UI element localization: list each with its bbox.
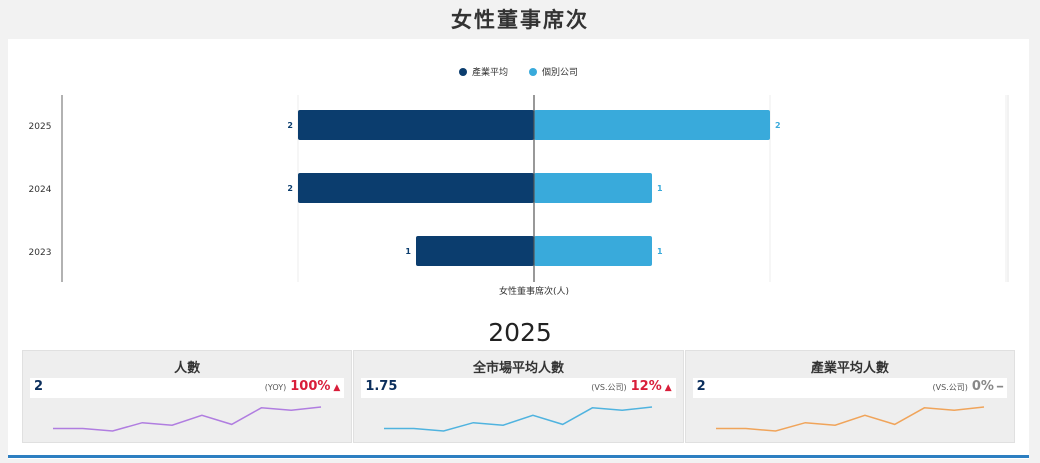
y-tick-label: 2023 bbox=[29, 248, 52, 258]
data-label-industry: 2 bbox=[287, 121, 293, 130]
sparkline bbox=[53, 406, 322, 432]
legend-company-label: 個別公司 bbox=[542, 66, 578, 78]
kpi-value-bar: 1.75 (VS.公司) 12% ▲ bbox=[361, 378, 676, 398]
kpi-compare: (VS.公司) 12% ▲ bbox=[591, 379, 671, 394]
trend-up-icon: ▲ bbox=[333, 383, 341, 393]
bar-industry bbox=[416, 236, 534, 266]
bar-company bbox=[534, 236, 652, 266]
kpi-value: 2 bbox=[696, 379, 706, 394]
diverging-bar-chart: 2025 2 2 2024 2 1 2023 1 1 女性董事席次(人) 產業平均 個別公司 bbox=[29, 66, 1009, 297]
sparkline bbox=[384, 406, 653, 432]
x-axis-label: 女性董事席次(人) bbox=[499, 285, 569, 297]
data-label-company: 1 bbox=[657, 247, 663, 256]
data-label-company: 2 bbox=[775, 121, 781, 130]
sparkline-path bbox=[53, 406, 322, 432]
bottom-divider bbox=[8, 455, 1029, 458]
bar-industry bbox=[298, 110, 534, 140]
kpi-row: 人數 2 (YOY) 100% ▲ 全市場平均人數 1.75 (VS.公司) 1… bbox=[22, 350, 1015, 443]
kpi-change: 0% bbox=[971, 379, 994, 394]
bar-company bbox=[534, 173, 652, 203]
legend-industry-marker bbox=[459, 68, 467, 76]
kpi-value-bar: 2 (YOY) 100% ▲ bbox=[30, 378, 345, 398]
kpi-title: 產業平均人數 bbox=[810, 361, 889, 376]
kpi-change: 12% bbox=[630, 379, 662, 394]
trend-up-icon: ▲ bbox=[664, 383, 672, 393]
kpi-value: 1.75 bbox=[365, 379, 398, 394]
sparkline-path bbox=[715, 406, 984, 432]
bar-company bbox=[534, 110, 770, 140]
kpi-card-industry-average: 產業平均人數 2 (VS.公司) 0% ━ bbox=[684, 350, 1015, 443]
data-label-industry: 2 bbox=[287, 184, 293, 193]
legend-industry-label: 產業平均 bbox=[472, 66, 508, 78]
kpi-title: 人數 bbox=[174, 361, 201, 376]
trend-flat-icon: ━ bbox=[996, 382, 1003, 393]
sparkline bbox=[715, 406, 984, 432]
bar-industry bbox=[298, 173, 534, 203]
legend-company-marker bbox=[529, 68, 537, 76]
kpi-compare-label: (VS.公司) bbox=[932, 383, 968, 392]
kpi-value-bar: 2 (VS.公司) 0% ━ bbox=[692, 378, 1007, 398]
kpi-change: 100% bbox=[290, 379, 331, 394]
kpi-title: 全市場平均人數 bbox=[472, 361, 564, 376]
kpi-compare-label: (VS.公司) bbox=[591, 383, 627, 392]
kpi-card-count: 人數 2 (YOY) 100% ▲ bbox=[22, 350, 353, 443]
y-tick-label: 2025 bbox=[29, 122, 52, 132]
sparkline-path bbox=[384, 406, 653, 432]
kpi-compare: (YOY) 100% ▲ bbox=[265, 379, 341, 394]
kpi-value: 2 bbox=[34, 379, 44, 394]
y-tick-label: 2024 bbox=[29, 185, 52, 195]
kpi-card-market-average: 全市場平均人數 1.75 (VS.公司) 12% ▲ bbox=[353, 350, 684, 443]
data-label-industry: 1 bbox=[405, 247, 411, 256]
data-label-company: 1 bbox=[657, 184, 663, 193]
page-title: 女性董事席次 bbox=[451, 8, 589, 32]
kpi-compare-label: (YOY) bbox=[264, 383, 287, 392]
kpi-compare: (VS.公司) 0% ━ bbox=[933, 379, 1003, 394]
year-heading: 2025 bbox=[488, 318, 552, 347]
